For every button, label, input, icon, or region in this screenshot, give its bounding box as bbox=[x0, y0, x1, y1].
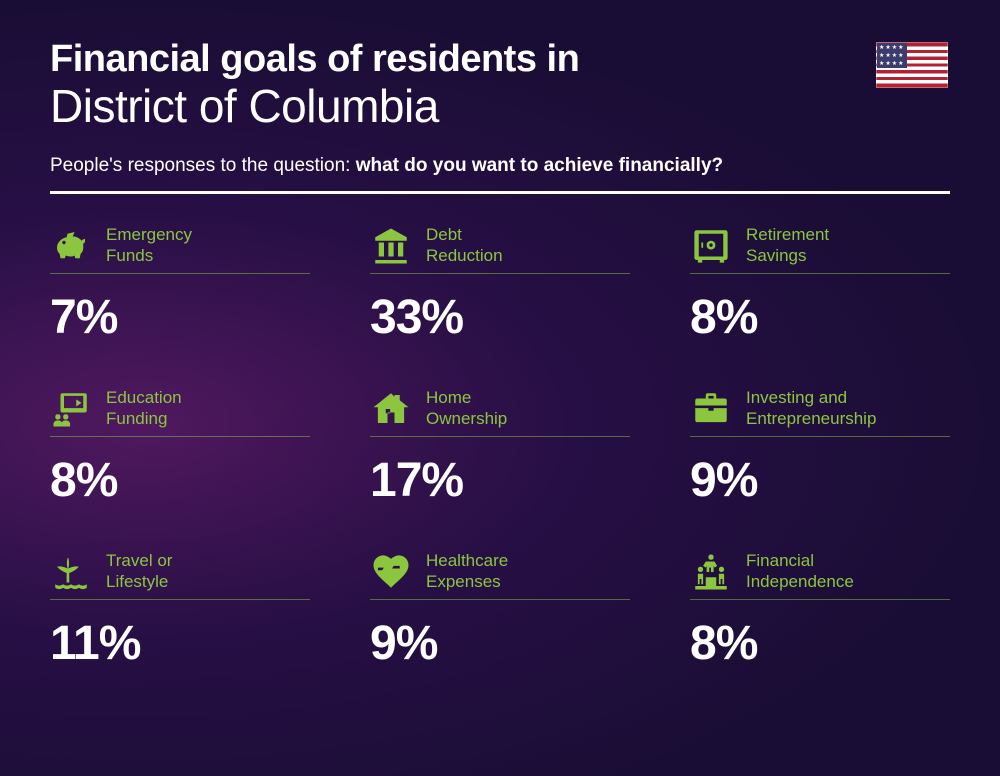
goal-label: Investing andEntrepreneurship bbox=[746, 388, 876, 429]
goal-value: 8% bbox=[690, 616, 950, 671]
goal-value: 11% bbox=[50, 616, 310, 671]
goals-grid: EmergencyFunds 7% DebtReduction 33% Reti… bbox=[50, 224, 950, 671]
safe-icon bbox=[690, 225, 732, 267]
travel-icon bbox=[50, 551, 92, 593]
goal-label: HealthcareExpenses bbox=[426, 551, 508, 592]
goal-value: 17% bbox=[370, 453, 630, 508]
goal-label: EducationFunding bbox=[106, 388, 182, 429]
subtitle-prefix: People's responses to the question: bbox=[50, 155, 356, 176]
goal-education-funding: EducationFunding 8% bbox=[50, 387, 310, 508]
goal-value: 9% bbox=[370, 616, 630, 671]
page-title-line1: Financial goals of residents in bbox=[50, 38, 950, 81]
subtitle-question: what do you want to achieve financially? bbox=[356, 155, 723, 176]
goal-value: 9% bbox=[690, 453, 950, 508]
healthcare-icon bbox=[370, 551, 412, 593]
goal-investing: Investing andEntrepreneurship 9% bbox=[690, 387, 950, 508]
goal-label: RetirementSavings bbox=[746, 225, 829, 266]
goal-label: EmergencyFunds bbox=[106, 225, 192, 266]
goal-value: 8% bbox=[690, 290, 950, 345]
divider bbox=[50, 191, 950, 194]
goal-label: DebtReduction bbox=[426, 225, 503, 266]
us-flag-icon bbox=[876, 42, 948, 88]
independence-icon bbox=[690, 551, 732, 593]
goal-healthcare: HealthcareExpenses 9% bbox=[370, 550, 630, 671]
piggy-bank-icon bbox=[50, 225, 92, 267]
page-subtitle: People's responses to the question: what… bbox=[50, 155, 950, 177]
goal-debt-reduction: DebtReduction 33% bbox=[370, 224, 630, 345]
goal-travel-lifestyle: Travel orLifestyle 11% bbox=[50, 550, 310, 671]
house-icon bbox=[370, 388, 412, 430]
goal-value: 7% bbox=[50, 290, 310, 345]
goal-retirement-savings: RetirementSavings 8% bbox=[690, 224, 950, 345]
goal-value: 33% bbox=[370, 290, 630, 345]
goal-label: Travel orLifestyle bbox=[106, 551, 172, 592]
goal-label: HomeOwnership bbox=[426, 388, 507, 429]
education-icon bbox=[50, 388, 92, 430]
briefcase-icon bbox=[690, 388, 732, 430]
goal-home-ownership: HomeOwnership 17% bbox=[370, 387, 630, 508]
goal-label: FinancialIndependence bbox=[746, 551, 854, 592]
goal-value: 8% bbox=[50, 453, 310, 508]
goal-emergency-funds: EmergencyFunds 7% bbox=[50, 224, 310, 345]
page-title-line2: District of Columbia bbox=[50, 79, 950, 133]
goal-financial-independence: FinancialIndependence 8% bbox=[690, 550, 950, 671]
bank-icon bbox=[370, 225, 412, 267]
